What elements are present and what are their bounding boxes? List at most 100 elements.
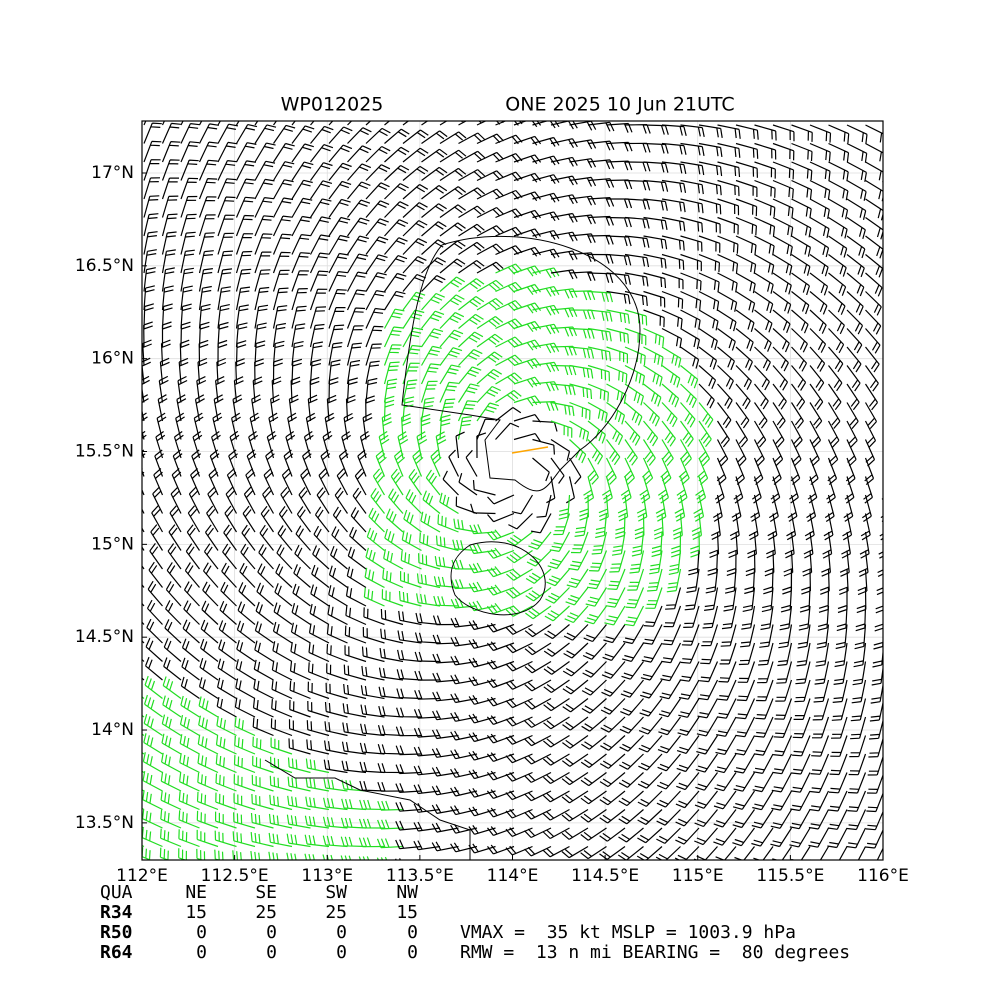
wind-barb <box>655 846 681 860</box>
wind-barb <box>370 487 385 514</box>
wind-barb <box>753 735 774 756</box>
wind-barb <box>717 142 741 158</box>
wind-barb <box>587 253 614 264</box>
wind-barb <box>809 402 823 429</box>
wind-barb <box>258 544 274 570</box>
wind-barb <box>513 339 542 351</box>
wind-barb <box>691 513 702 540</box>
wind-barb <box>568 550 589 571</box>
wind-barb <box>846 124 868 144</box>
wind-barb <box>735 328 754 352</box>
wind-barb <box>569 176 597 187</box>
wind-barb <box>553 513 571 536</box>
wind-barb <box>309 341 324 366</box>
wind-barb <box>639 698 663 717</box>
wind-barb <box>431 748 459 758</box>
wind-barb <box>272 142 295 163</box>
wind-barb <box>165 600 182 625</box>
wind-barb <box>735 216 757 236</box>
wind-barb <box>432 615 459 626</box>
wind-barb <box>343 412 354 440</box>
wind-barb <box>740 624 756 648</box>
wind-barb <box>413 746 441 757</box>
wind-barb <box>469 524 496 535</box>
wind-barb <box>272 179 294 200</box>
wind-barb <box>325 682 348 700</box>
wind-barb <box>587 383 609 402</box>
wind-barb <box>638 716 663 735</box>
wind-barb <box>439 329 464 348</box>
wind-barb <box>161 121 166 126</box>
wind-barb <box>400 571 422 589</box>
wind-barb <box>660 661 682 682</box>
wind-barb <box>405 489 422 514</box>
wind-barb <box>420 363 440 385</box>
wind-barb <box>809 179 831 200</box>
wind-barb <box>595 513 608 539</box>
wind-barb <box>365 343 382 366</box>
wind-barb <box>771 790 793 811</box>
wind-barb <box>202 581 219 607</box>
wind-barb <box>754 383 769 410</box>
wind-barb <box>661 402 678 428</box>
wind-barb <box>495 422 520 440</box>
table-cell: 0 <box>266 922 277 943</box>
wind-barb <box>754 235 775 256</box>
wind-barb <box>753 753 774 774</box>
wind-barb <box>717 161 741 178</box>
wind-barb <box>643 179 669 192</box>
x-tick-label: 115.5°E <box>756 866 824 886</box>
wind-barb <box>215 735 237 755</box>
wind-barb <box>772 291 792 314</box>
wind-barb <box>322 854 333 860</box>
wind-barb <box>208 468 219 496</box>
wind-barb <box>543 679 570 693</box>
wind-barb <box>328 342 343 366</box>
wind-barb <box>180 121 184 126</box>
wind-barb <box>713 790 737 810</box>
wind-barb <box>623 457 635 485</box>
wind-barb <box>217 123 239 144</box>
wind-barb <box>547 550 570 570</box>
wind-barb <box>142 790 163 811</box>
wind-barb <box>569 121 597 131</box>
wind-barb <box>550 364 577 376</box>
wind-barb <box>606 198 633 209</box>
wind-barb <box>468 769 496 780</box>
wind-barb <box>773 735 793 757</box>
wind-barb <box>362 413 373 440</box>
wind-barb <box>254 178 275 200</box>
wind-barb <box>752 772 774 793</box>
wind-barb <box>161 231 177 255</box>
wind-barb <box>715 735 737 755</box>
wind-barb <box>235 142 257 163</box>
wind-barb <box>550 307 578 318</box>
wind-barb <box>752 790 774 811</box>
wind-barb <box>270 737 293 755</box>
wind-barb <box>450 674 478 685</box>
wind-barb <box>254 121 259 126</box>
wind-barb <box>580 845 607 860</box>
wind-barb <box>156 412 167 440</box>
wind-barb <box>624 179 651 191</box>
wind-barb <box>828 254 847 277</box>
wind-barb <box>450 786 478 797</box>
wind-barb <box>220 581 237 607</box>
wind-barb <box>232 850 242 860</box>
wind-barb <box>582 661 607 678</box>
wind-barb <box>811 735 830 757</box>
wind-barb <box>310 584 330 607</box>
wind-barb <box>395 820 422 831</box>
wind-barb <box>809 254 829 277</box>
table-cell: 0 <box>336 922 347 943</box>
wind-barb <box>777 642 793 667</box>
wind-barb <box>289 661 311 681</box>
wind-barb <box>606 216 632 228</box>
wind-barb <box>421 310 445 329</box>
wind-barb <box>797 624 811 649</box>
wind-barb <box>366 527 385 551</box>
wind-barb <box>676 753 700 773</box>
wind-barb <box>328 307 346 329</box>
wind-barb <box>513 228 541 239</box>
wind-barb <box>378 686 404 700</box>
